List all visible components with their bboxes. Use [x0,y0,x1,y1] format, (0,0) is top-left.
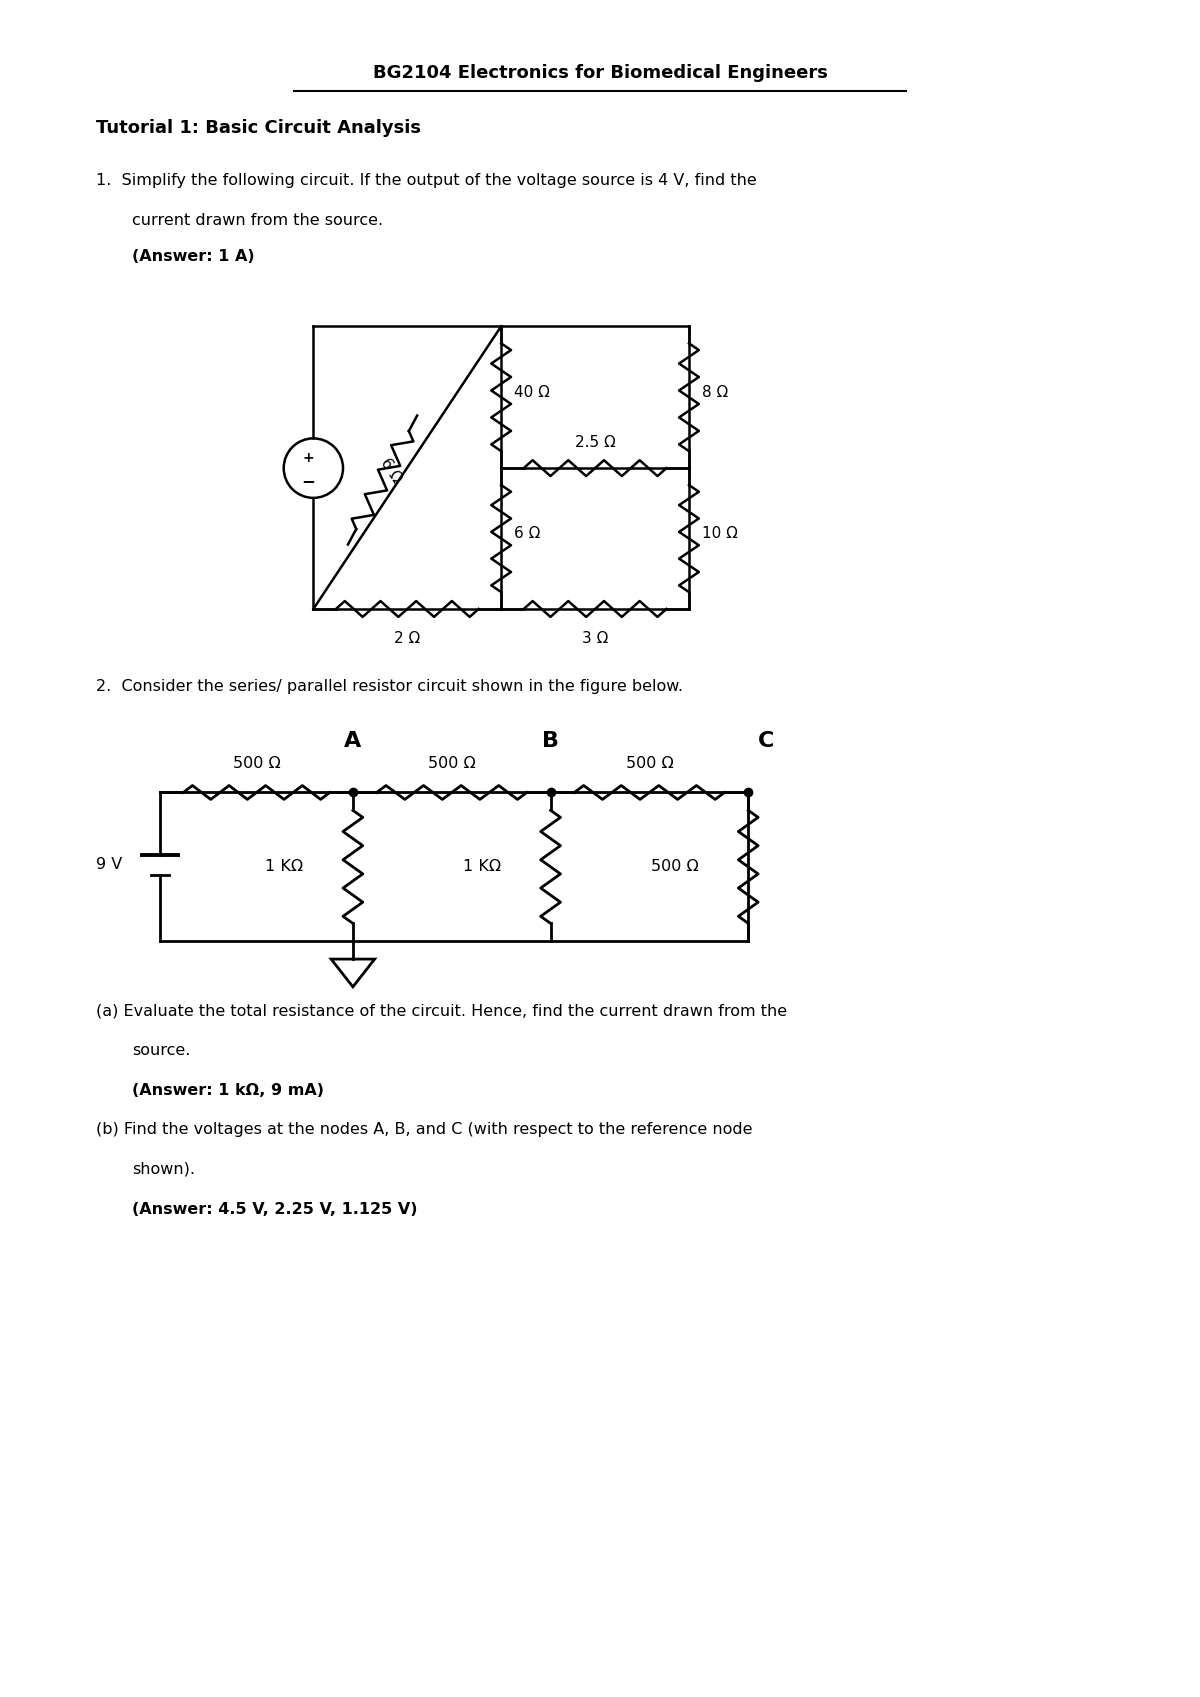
Text: C: C [758,731,774,750]
Text: (b) Find the voltages at the nodes A, B, and C (with respect to the reference no: (b) Find the voltages at the nodes A, B,… [96,1122,752,1137]
Text: 1.  Simplify the following circuit. If the output of the voltage source is 4 V, : 1. Simplify the following circuit. If th… [96,173,757,188]
Text: (Answer: 4.5 V, 2.25 V, 1.125 V): (Answer: 4.5 V, 2.25 V, 1.125 V) [132,1201,418,1217]
Text: (Answer: 1 kΩ, 9 mA): (Answer: 1 kΩ, 9 mA) [132,1083,324,1098]
Text: 2.  Consider the series/ parallel resistor circuit shown in the figure below.: 2. Consider the series/ parallel resisto… [96,679,683,694]
Text: 6 Ω: 6 Ω [514,526,540,541]
Text: 500 Ω: 500 Ω [233,755,281,770]
Text: source.: source. [132,1044,191,1057]
Text: −: − [301,472,316,490]
Text: 10 Ω: 10 Ω [702,526,738,541]
Text: 1 KΩ: 1 KΩ [265,859,304,874]
Text: Tutorial 1: Basic Circuit Analysis: Tutorial 1: Basic Circuit Analysis [96,119,421,137]
Text: 1 KΩ: 1 KΩ [463,859,502,874]
Text: +: + [302,451,314,465]
Text: 2.5 Ω: 2.5 Ω [575,436,616,450]
Text: 8 Ω: 8 Ω [702,385,728,400]
Text: A: A [344,731,361,750]
Text: 500 Ω: 500 Ω [652,859,698,874]
Text: current drawn from the source.: current drawn from the source. [132,212,384,227]
Text: shown).: shown). [132,1162,196,1176]
Text: 500 Ω: 500 Ω [625,755,673,770]
Text: 9 V: 9 V [96,857,122,872]
Text: (Answer: 1 A): (Answer: 1 A) [132,249,256,265]
Text: BG2104 Electronics for Biomedical Engineers: BG2104 Electronics for Biomedical Engine… [372,64,828,83]
Text: 3 Ω: 3 Ω [582,631,608,647]
Text: (a) Evaluate the total resistance of the circuit. Hence, find the current drawn : (a) Evaluate the total resistance of the… [96,1003,787,1018]
Text: 6 Ω: 6 Ω [378,455,404,485]
Text: B: B [542,731,559,750]
Text: 40 Ω: 40 Ω [514,385,550,400]
Text: 2 Ω: 2 Ω [394,631,420,647]
Text: 500 Ω: 500 Ω [428,755,475,770]
